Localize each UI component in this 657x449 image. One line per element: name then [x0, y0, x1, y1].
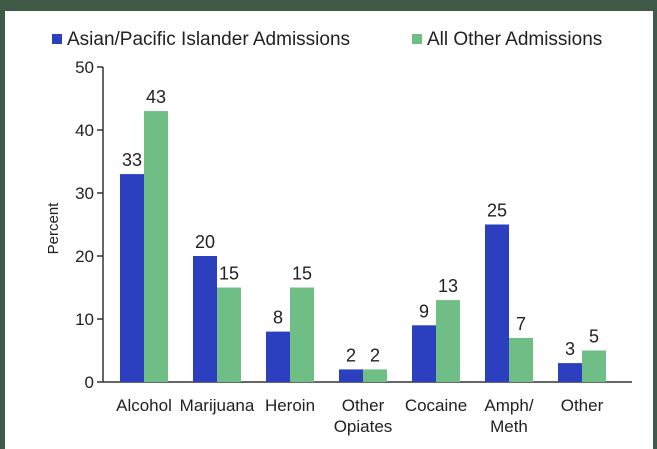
value-label-s0-c0: 33: [122, 150, 142, 170]
value-label-s0-c6: 3: [565, 339, 575, 359]
legend-swatch-0: [52, 34, 62, 44]
category-label-6-0: Other: [561, 396, 604, 415]
value-label-s1-c6: 5: [589, 327, 599, 347]
category-label-4-0: Cocaine: [405, 396, 467, 415]
category-label-0-0: Alcohol: [116, 396, 172, 415]
value-label-s1-c5: 7: [516, 314, 526, 334]
y-tick-label-20: 20: [75, 247, 94, 266]
category-label-3-1: Opiates: [334, 417, 393, 436]
legend-swatch-1: [412, 34, 422, 44]
value-label-s1-c4: 13: [438, 276, 458, 296]
value-label-s0-c4: 9: [419, 301, 429, 321]
bar-s0-c5: [485, 224, 509, 382]
frame-top-border: [0, 0, 657, 11]
y-tick-label-30: 30: [75, 184, 94, 203]
value-label-s0-c2: 8: [273, 308, 283, 328]
category-labels: Alcohol Marijuana Heroin Other Opiates Cocain…: [116, 396, 603, 436]
y-tick-label-50: 50: [75, 58, 94, 77]
value-label-s1-c0: 43: [146, 87, 166, 107]
category-label-5-0: Amph/: [484, 396, 533, 415]
y-tick-label-40: 40: [75, 121, 94, 140]
legend-label-0: Asian/Pacific Islander Admissions: [67, 29, 350, 50]
bar-s1-c2: [290, 287, 314, 382]
category-label-2-0: Heroin: [265, 396, 315, 415]
category-label-3-0: Other: [342, 396, 385, 415]
legend-label-1: All Other Admissions: [427, 29, 602, 50]
category-label-1-0: Marijuana: [180, 396, 255, 415]
bar-s0-c2: [266, 331, 290, 382]
y-tick-label-0: 0: [85, 373, 94, 392]
value-label-s0-c5: 25: [487, 201, 507, 221]
bar-s0-c3: [339, 369, 363, 382]
bar-s1-c3: [363, 369, 387, 382]
y-tick-label-10: 10: [75, 310, 94, 329]
value-label-s0-c3: 2: [346, 345, 356, 365]
bar-s1-c6: [582, 350, 606, 382]
value-label-s0-c1: 20: [195, 232, 215, 252]
category-label-5-1: Meth: [490, 417, 528, 436]
bar-s1-c1: [217, 287, 241, 382]
legend: Asian/Pacific Islander Admissions All Oth…: [52, 29, 602, 50]
bar-s0-c1: [193, 256, 217, 382]
value-label-s1-c3: 2: [370, 345, 380, 365]
value-label-s1-c2: 15: [292, 264, 312, 284]
bar-s1-c5: [509, 337, 533, 382]
bar-s0-c6: [558, 363, 582, 382]
frame-left-border: [0, 0, 5, 449]
bar-s1-c0: [144, 111, 168, 382]
bar-s0-c0: [120, 174, 144, 382]
axes: 0 10 20 30 40 50 Percent: [45, 58, 632, 392]
bars: [120, 111, 606, 382]
bar-s1-c4: [436, 300, 460, 382]
value-label-s1-c1: 15: [219, 264, 239, 284]
y-axis-title: Percent: [45, 202, 62, 255]
frame-right-border: [653, 0, 657, 449]
bar-s0-c4: [412, 325, 436, 382]
